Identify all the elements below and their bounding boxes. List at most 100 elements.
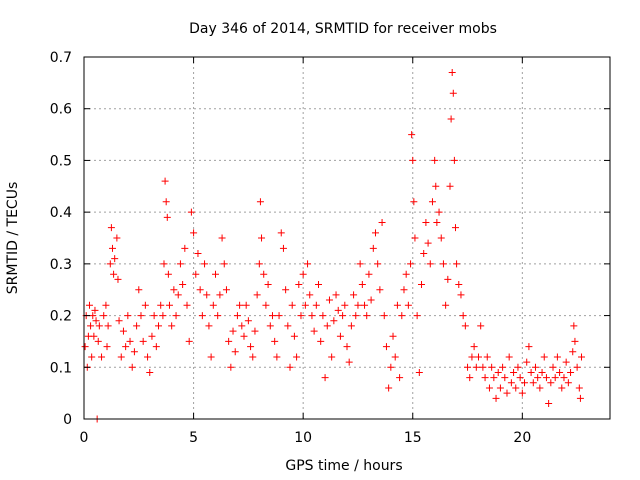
data-point [218, 234, 226, 242]
data-point [547, 379, 555, 387]
data-point [238, 322, 246, 330]
data-point [431, 156, 439, 164]
data-point [277, 229, 285, 237]
data-point [236, 301, 244, 309]
data-point [185, 337, 193, 345]
data-point [341, 301, 349, 309]
data-point [408, 131, 416, 139]
data-point [209, 301, 217, 309]
data-point [137, 312, 145, 320]
data-point [553, 353, 561, 361]
data-point [488, 363, 496, 371]
data-point [108, 244, 116, 252]
data-point [111, 255, 119, 263]
data-point [297, 312, 305, 320]
data-point [222, 286, 230, 294]
data-point [540, 353, 548, 361]
data-point [396, 374, 404, 382]
data-point [479, 363, 487, 371]
data-point [163, 213, 171, 221]
data-point [319, 312, 327, 320]
data-point [192, 270, 200, 278]
data-point [174, 291, 182, 299]
data-point [385, 384, 393, 392]
y-tick-label: 0.3 [50, 257, 72, 273]
data-point [201, 260, 209, 268]
data-point [567, 368, 575, 376]
data-point [251, 327, 259, 335]
data-point [220, 260, 228, 268]
data-point [542, 374, 550, 382]
data-point [449, 89, 457, 97]
data-point [369, 244, 377, 252]
data-point [382, 343, 390, 351]
data-point [155, 322, 163, 330]
y-tick-label: 0.5 [50, 153, 72, 169]
data-point [194, 250, 202, 258]
y-tick-label: 0.1 [50, 360, 72, 376]
data-point [413, 312, 421, 320]
data-point [196, 286, 204, 294]
data-point [244, 317, 252, 325]
y-tick-label: 0.6 [50, 102, 72, 118]
data-point [420, 250, 428, 258]
data-point [518, 389, 526, 397]
data-point [139, 337, 147, 345]
data-point [310, 327, 318, 335]
data-point [415, 368, 423, 376]
data-point [545, 399, 553, 407]
data-point [102, 301, 110, 309]
data-point [389, 332, 397, 340]
data-point [470, 343, 478, 351]
data-point [494, 368, 502, 376]
data-point [477, 322, 485, 330]
data-point [253, 291, 261, 299]
plot-frame [83, 56, 611, 420]
data-point [271, 337, 279, 345]
data-point [538, 368, 546, 376]
data-point [426, 260, 434, 268]
data-point [339, 312, 347, 320]
data-point [165, 301, 173, 309]
data-point [556, 368, 564, 376]
data-point [512, 384, 520, 392]
x-tick-label: 5 [189, 430, 198, 446]
data-point [317, 337, 325, 345]
data-point [358, 281, 366, 289]
data-point [150, 312, 158, 320]
data-point [578, 353, 586, 361]
y-tick-labels: 0 0.1 0.2 0.3 0.4 0.5 0.6 0.7 [50, 50, 72, 428]
x-tick-labels: 0 5 10 15 20 [80, 430, 532, 446]
data-point [444, 275, 452, 283]
data-point [212, 270, 219, 278]
data-point [347, 322, 355, 330]
data-point [203, 291, 211, 299]
data-point [363, 312, 371, 320]
data-point [90, 332, 98, 340]
data-point [115, 317, 123, 325]
data-point [409, 156, 417, 164]
data-point [295, 281, 303, 289]
data-point [233, 312, 241, 320]
data-point [393, 301, 401, 309]
data-point [475, 353, 482, 361]
data-point [472, 363, 480, 371]
data-point [446, 182, 454, 190]
data-point [164, 270, 172, 278]
data-point [260, 270, 268, 278]
data-point [435, 208, 443, 216]
data-point [569, 348, 577, 356]
data-point [95, 322, 103, 330]
data-point [387, 363, 395, 371]
data-point [205, 322, 213, 330]
data-point [87, 322, 95, 330]
data-point [527, 368, 535, 376]
data-point [570, 322, 578, 330]
data-point [455, 281, 463, 289]
data-point [148, 332, 156, 340]
data-point [459, 312, 467, 320]
data-point [428, 198, 436, 206]
data-point [356, 260, 364, 268]
data-point [576, 394, 584, 402]
